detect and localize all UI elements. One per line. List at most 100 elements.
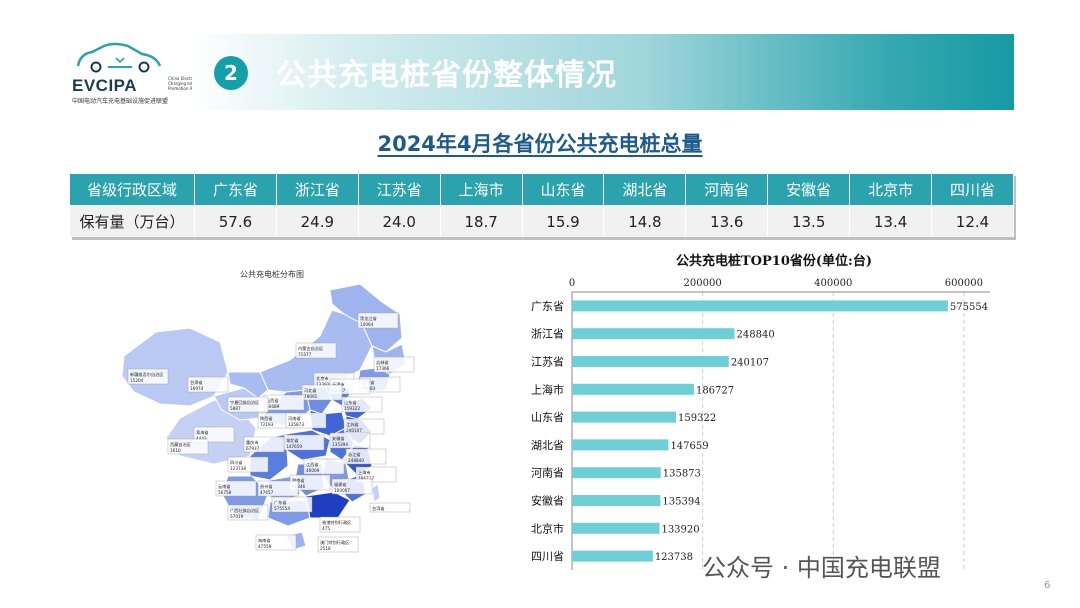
region-taiwan bbox=[371, 483, 381, 503]
map-label-value: 123738 bbox=[230, 466, 246, 471]
table-header-cell: 上海市 bbox=[440, 174, 523, 206]
map-label-name: 上海市 bbox=[358, 469, 371, 476]
map-label-name: 贵州省 bbox=[260, 483, 273, 490]
map-label-value: 159322 bbox=[344, 406, 360, 411]
table-header-cell: 广东省 bbox=[194, 174, 277, 206]
category-label: 浙江省 bbox=[531, 328, 564, 341]
table-header-row: 省级行政区域 广东省 浙江省 江苏省 上海市 山东省 湖北省 河南省 安徽省 北… bbox=[70, 174, 1014, 206]
map-label-name: 海南省 bbox=[258, 537, 271, 544]
category-label: 湖北省 bbox=[531, 439, 564, 452]
table-cell: 13.5 bbox=[767, 205, 851, 237]
map-label-value: 47657 bbox=[260, 490, 274, 495]
map-label-box bbox=[227, 396, 269, 413]
data-label: 135873 bbox=[663, 469, 701, 480]
category-label: 上海市 bbox=[531, 382, 564, 396]
map-label-name: 浙江省 bbox=[348, 451, 361, 458]
map-label-value: 147659 bbox=[286, 444, 302, 449]
map-label-value: 15204 bbox=[130, 378, 144, 383]
map-label-box bbox=[227, 456, 269, 473]
map-label-name: 湖北省 bbox=[286, 437, 299, 444]
table-header-cell: 江苏省 bbox=[358, 174, 441, 206]
map-label-name: 广东省 bbox=[274, 499, 287, 506]
map-label-name: 安徽省 bbox=[332, 435, 345, 442]
bar bbox=[572, 411, 677, 423]
map-label-name: 江苏省 bbox=[346, 421, 359, 428]
map-label-name: 湖南省 bbox=[292, 477, 305, 484]
category-label: 四川省 bbox=[531, 550, 564, 563]
map-label-value: 17366 bbox=[376, 366, 390, 371]
map-label-name: 陕西省 bbox=[260, 415, 273, 422]
map-labels: 黑龙江省14064吉林省17366辽宁省74483内蒙古自治区71577新疆维吾… bbox=[127, 312, 415, 553]
map-label-name: 重庆市 bbox=[246, 439, 259, 446]
table-header-cell: 浙江省 bbox=[276, 174, 359, 206]
map-label-box bbox=[331, 478, 373, 495]
map-label-value: 46009 bbox=[306, 468, 320, 473]
data-label: 147659 bbox=[670, 441, 708, 452]
map-label-value: 16974 bbox=[190, 386, 204, 391]
category-label: 山东省 bbox=[531, 411, 564, 424]
map-label-value: 575554 bbox=[274, 506, 290, 511]
map-label-box bbox=[167, 438, 209, 455]
map-label-name: 福建省 bbox=[334, 481, 347, 488]
evcipa-logo: EVCIPA China Electric Vehicle Charging I… bbox=[70, 40, 215, 106]
row-header-holdings: 保有量（万台） bbox=[70, 205, 195, 237]
map-label-box bbox=[187, 376, 229, 393]
data-label: 248840 bbox=[737, 330, 775, 341]
map-label-value: 56758 bbox=[218, 490, 232, 495]
map-label-box bbox=[255, 534, 297, 551]
map-label-name: 黑龙江省 bbox=[360, 315, 377, 322]
map-label-value: 47559 bbox=[258, 544, 272, 549]
bar bbox=[572, 356, 729, 367]
table-header-cell: 河南省 bbox=[685, 174, 769, 206]
china-map-svg: 黑龙江省14064吉林省17366辽宁省74483内蒙古自治区71577新疆维吾… bbox=[121, 283, 415, 553]
bar bbox=[572, 495, 661, 506]
bar-chart: 0 200000 400000 600000 广东省 575554 浙江省 248840 江苏省… bbox=[520, 270, 1020, 575]
table-cell: 18.7 bbox=[440, 205, 523, 237]
map-label-name: 北京市 bbox=[316, 375, 329, 382]
category-label: 安徽省 bbox=[531, 494, 564, 508]
map-label-name: 内蒙古自治区 bbox=[298, 345, 323, 352]
map-label-value: 71577 bbox=[298, 352, 312, 357]
x-tick-label: 200000 bbox=[684, 278, 722, 289]
map-label-box bbox=[369, 502, 411, 513]
map-label-box bbox=[301, 384, 343, 401]
map-label-box bbox=[303, 458, 345, 475]
table-cell: 57.6 bbox=[194, 205, 277, 237]
map-label-box bbox=[257, 480, 299, 497]
map-label-value: 56689 bbox=[266, 404, 280, 409]
table-cell: 14.8 bbox=[603, 205, 687, 237]
map-label-name: 澳门特别行政区 bbox=[320, 539, 349, 546]
map-label-value: 78091 bbox=[304, 394, 318, 399]
logo-subtitle: 中国电动汽车充电基础设施促进联盟 bbox=[72, 98, 169, 105]
province-table: 省级行政区域 广东省 浙江省 江苏省 上海市 山东省 湖北省 河南省 安徽省 北… bbox=[70, 174, 1014, 237]
map-label-box bbox=[317, 536, 359, 553]
map-label-box bbox=[341, 396, 383, 413]
data-label: 240107 bbox=[731, 358, 769, 369]
logo-name: EVCIPA bbox=[72, 76, 138, 95]
map-label-value: 100007 bbox=[334, 488, 350, 493]
map-title: 公共充电桩分布图 bbox=[240, 270, 304, 279]
map-label-box bbox=[373, 356, 415, 373]
map-label-value: 2518 bbox=[320, 546, 331, 551]
map-label-name: 广西壮族自治区 bbox=[230, 507, 259, 514]
map-label-name: 香港特别行政区 bbox=[322, 519, 351, 526]
map-label-box bbox=[215, 480, 257, 497]
page-title: 公共充电桩省份整体情况 bbox=[276, 58, 617, 93]
map-label-box bbox=[285, 412, 327, 429]
